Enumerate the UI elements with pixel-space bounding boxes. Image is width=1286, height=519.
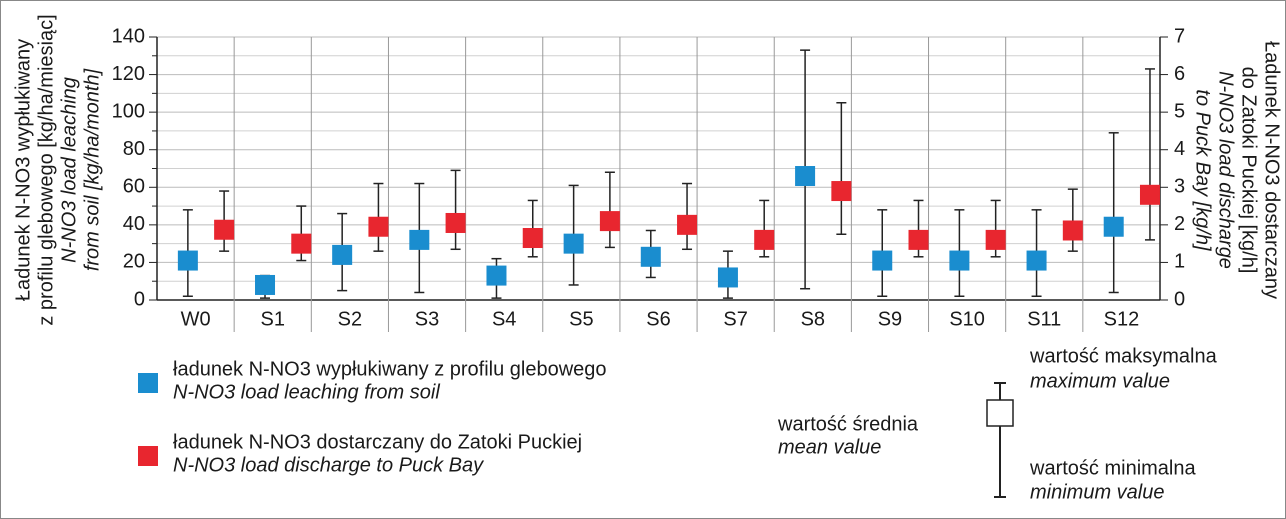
y2-tick-label: 2 <box>1174 213 1185 235</box>
y-tick-label: 120 <box>112 63 145 85</box>
error-bar <box>1144 68 1155 241</box>
mean-marker <box>795 166 816 187</box>
key-label: wartość minimalna <box>1029 457 1196 479</box>
mean-marker <box>177 250 198 271</box>
error-bar <box>1108 132 1119 294</box>
y-axis-title: N-NO3 load leaching <box>58 77 80 263</box>
key-symbol <box>986 382 1014 498</box>
mean-marker <box>985 229 1006 250</box>
mean-marker <box>1062 220 1083 241</box>
y2-tick-label: 0 <box>1174 288 1185 310</box>
x-tick-label: S1 <box>260 308 284 330</box>
x-tick-label: S12 <box>1104 308 1140 330</box>
y-tick-label: 0 <box>134 288 145 310</box>
mean-marker <box>831 181 852 202</box>
mean-marker <box>754 229 775 250</box>
key-label: wartość średnia <box>777 413 919 435</box>
legend-label: ładunek N-NO3 wypłukiwany z profilu gleb… <box>173 358 607 380</box>
x-tick-label: S5 <box>569 308 593 330</box>
y2-tick-label: 1 <box>1174 251 1185 273</box>
legend-swatch <box>138 373 158 393</box>
mean-marker <box>949 250 970 271</box>
x-tick-label: S3 <box>415 308 439 330</box>
legend-swatch <box>138 446 158 466</box>
legend-label: ładunek N-NO3 dostarczany do Zatoki Puck… <box>173 431 582 453</box>
y-tick-label: 60 <box>123 176 145 198</box>
y2-axis-title: N-NO3 load discharge <box>1215 71 1237 269</box>
key-label: minimum value <box>1030 481 1164 503</box>
y2-axis-title: to Puck Bay [kg/h] <box>1192 89 1214 251</box>
mean-marker <box>1103 216 1124 237</box>
error-bar <box>450 169 461 251</box>
x-tick-label: W0 <box>181 308 211 330</box>
y-axis-title: Ładunek N-NO3 wypłukiwany <box>12 39 34 301</box>
key-label: wartość maksymalna <box>1029 345 1218 367</box>
error-bar <box>1067 188 1078 252</box>
y-tick-label: 80 <box>123 138 145 160</box>
y2-tick-label: 3 <box>1174 176 1185 198</box>
legend-label: N-NO3 load leaching from soil <box>173 381 440 403</box>
y-tick-label: 100 <box>112 100 145 122</box>
mean-marker <box>640 246 661 267</box>
legend-label: N-NO3 load discharge to Puck Bay <box>173 454 484 476</box>
x-tick-label: S4 <box>492 308 516 330</box>
y2-tick-label: 5 <box>1174 100 1185 122</box>
mean-marker <box>214 219 235 240</box>
mean-marker <box>677 214 698 235</box>
x-tick-label: S11 <box>1027 308 1061 330</box>
mean-marker <box>445 212 466 233</box>
mean-marker <box>717 267 738 288</box>
y-tick-label: 40 <box>123 213 145 235</box>
y-tick-label: 20 <box>123 251 145 273</box>
mean-marker <box>599 211 620 232</box>
mean-marker <box>872 250 893 271</box>
y-axis-title: z profilu glebowego [kg/ha/miesiąc] <box>35 14 57 325</box>
y2-axis-title: Ładunek N-NO3 dostarczany <box>1261 41 1283 299</box>
mean-marker <box>563 233 584 254</box>
y-axis-title: from soil [kg/ha/month] <box>81 68 103 271</box>
mean-marker <box>522 228 543 249</box>
y-tick-label: 140 <box>112 25 145 47</box>
y2-axis-title: do Zatoki Puckiej [kg/h] <box>1238 67 1260 274</box>
mean-marker <box>409 229 430 250</box>
key-label: maximum value <box>1030 370 1170 392</box>
x-tick-label: S8 <box>801 308 825 330</box>
y2-tick-label: 6 <box>1174 63 1185 85</box>
x-tick-label: S10 <box>949 308 985 330</box>
x-tick-label: S7 <box>723 308 747 330</box>
y2-tick-label: 4 <box>1174 138 1185 160</box>
x-tick-label: S9 <box>878 308 902 330</box>
x-tick-label: S2 <box>338 308 362 330</box>
mean-marker <box>1026 250 1047 271</box>
error-bar <box>604 171 615 249</box>
key-label: mean value <box>778 436 881 458</box>
mean-marker <box>255 274 276 295</box>
mean-marker <box>486 265 507 286</box>
error-bar <box>836 102 847 235</box>
mean-marker <box>1139 184 1160 205</box>
mean-marker <box>368 216 389 237</box>
mean-marker <box>332 244 353 265</box>
x-tick-label: S6 <box>646 308 670 330</box>
y2-tick-label: 7 <box>1174 25 1185 47</box>
mean-marker <box>908 229 929 250</box>
mean-marker <box>291 233 312 254</box>
